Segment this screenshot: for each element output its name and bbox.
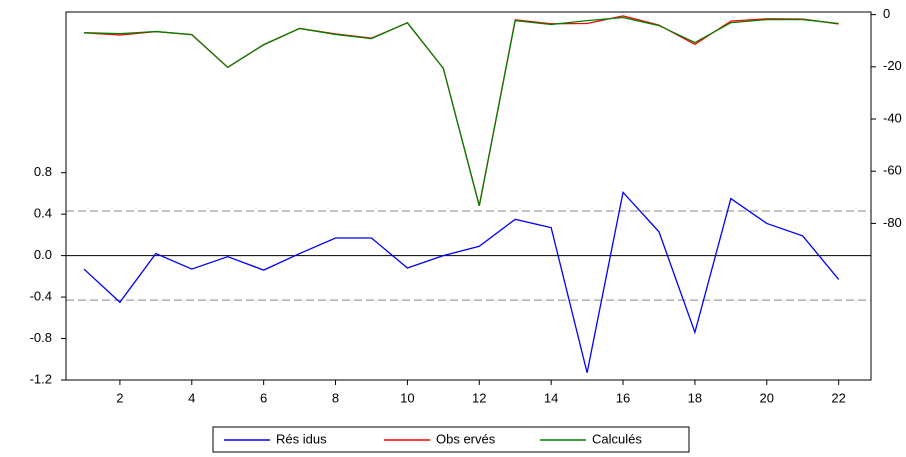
x-tick-label: 8 xyxy=(332,390,339,405)
series-line xyxy=(83,16,839,207)
x-tick-label: 20 xyxy=(760,390,774,405)
y2-tick-label: -80 xyxy=(883,215,902,230)
legend-label: Rés idus xyxy=(276,431,327,446)
y-tick-label: -1.2 xyxy=(30,371,52,386)
x-tick-label: 10 xyxy=(400,390,414,405)
y-tick-label: -0.8 xyxy=(30,330,52,345)
x-tick-label: 14 xyxy=(544,390,558,405)
x-tick-label: 6 xyxy=(260,390,267,405)
y2-tick-label: -40 xyxy=(883,110,902,125)
series-line xyxy=(83,15,839,206)
legend-label: Calculés xyxy=(592,431,642,446)
legend: Rés idus Obs ervés Calculés xyxy=(212,426,690,453)
x-tick-label: 2 xyxy=(116,390,123,405)
legend-label: Obs ervés xyxy=(436,431,496,446)
y2-tick-label: -20 xyxy=(883,58,902,73)
x-tick-label: 18 xyxy=(688,390,702,405)
y-tick-label: 0.4 xyxy=(34,206,52,221)
x-tick-label: 22 xyxy=(831,390,845,405)
plot-frame xyxy=(65,11,872,381)
y-tick-label: -0.4 xyxy=(30,289,52,304)
legend-frame xyxy=(212,426,690,453)
y2-tick-label: 0 xyxy=(883,6,890,21)
x-tick-label: 4 xyxy=(188,390,195,405)
y2-tick-label: -60 xyxy=(883,163,902,178)
series-line xyxy=(83,190,840,373)
y-tick-label: 0.8 xyxy=(34,164,52,179)
y-tick-label: 0.0 xyxy=(34,247,52,262)
x-tick-label: 12 xyxy=(472,390,486,405)
x-tick-label: 16 xyxy=(616,390,630,405)
